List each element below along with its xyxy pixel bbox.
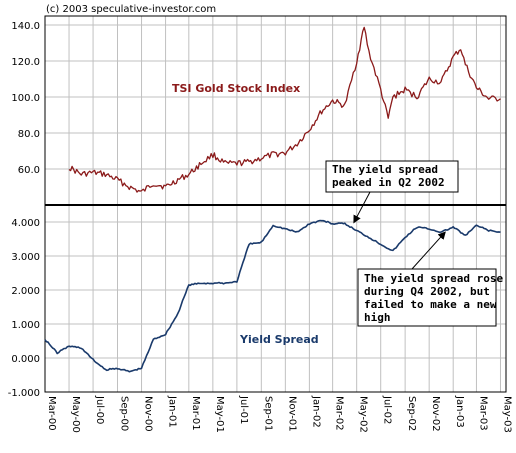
y-tick-label-gold: 120.0 — [11, 57, 40, 68]
yield-spread-line — [44, 219, 501, 373]
annotation-text-q4: high — [364, 311, 391, 324]
y-tick-label-spread: 0.000 — [11, 354, 40, 365]
series-layer — [44, 26, 501, 373]
annotation-text-q4: The yield spread rose — [364, 272, 503, 285]
y-tick-label-spread: -1.000 — [8, 388, 40, 399]
x-tick-label: Sep-02 — [406, 396, 417, 431]
x-tick-label: May-00 — [70, 396, 81, 433]
y-tick-label-gold: 140.0 — [11, 21, 40, 32]
x-tick-label: May-02 — [358, 396, 369, 433]
x-tick-label: Jul-00 — [94, 395, 105, 424]
spread-series-label: Yield Spread — [239, 333, 319, 346]
y-tick-label-spread: 3.000 — [11, 252, 40, 263]
x-tick-label: Sep-01 — [262, 396, 273, 431]
annotation-arrow-q4 — [411, 231, 446, 270]
y-tick-label-spread: 1.000 — [11, 320, 40, 331]
x-tick-label: May-03 — [501, 396, 512, 433]
y-tick-label-gold: 100.0 — [11, 93, 40, 104]
x-tick-label: Mar-03 — [477, 396, 488, 431]
axis-layer: Mar-00 May-00 Jul-00 Sep-00 Nov-00 Jan-01 Mar-… — [8, 15, 512, 433]
x-tick-label: Jan-03 — [454, 395, 465, 428]
x-tick-label: Sep-00 — [118, 396, 129, 431]
x-tick-label: Jul-02 — [382, 395, 393, 424]
x-tick-label: Nov-01 — [286, 396, 297, 432]
y-tick-label-spread: 4.000 — [11, 218, 40, 229]
x-tick-label: Nov-00 — [143, 396, 154, 432]
annotation-text-peak: The yield spread — [332, 163, 438, 176]
x-tick-label: Nov-02 — [430, 396, 441, 432]
y-tick-label-gold: 60.0 — [18, 165, 40, 176]
x-tick-label: Mar-01 — [190, 396, 201, 431]
x-tick-label: Jan-01 — [167, 395, 178, 428]
gold-series-label: TSI Gold Stock Index — [172, 82, 300, 95]
x-tick-label: May-01 — [214, 396, 225, 433]
annotation-box-q4 — [357, 268, 497, 327]
gold-index-line — [68, 26, 501, 193]
annotation-box-peak — [325, 160, 459, 193]
x-tick-label: Jul-01 — [238, 395, 249, 424]
y-tick-label-spread: 2.000 — [11, 286, 40, 297]
annotation-text-q4: during Q4 2002, but — [364, 285, 490, 298]
x-tick-label: Jan-02 — [310, 395, 321, 428]
annotation-arrow-peak — [353, 191, 371, 224]
x-tick-label: Mar-00 — [46, 396, 57, 431]
annotation-text-peak: peaked in Q2 2002 — [332, 176, 445, 189]
label-layer: TSI Gold Stock Index Yield Spread — [172, 82, 319, 346]
annotation-text-q4: failed to make a new — [364, 298, 497, 311]
copyright-text: (c) 2003 speculative-investor.com — [46, 4, 216, 15]
y-tick-label-gold: 80.0 — [18, 129, 40, 140]
x-tick-label: Mar-02 — [334, 396, 345, 431]
